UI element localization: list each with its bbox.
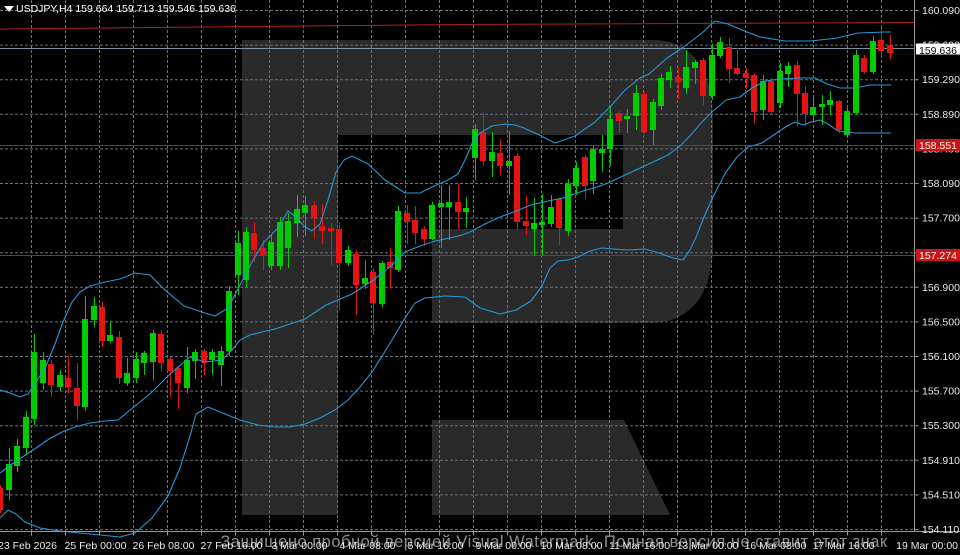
svg-text:156.100: 156.100 (922, 351, 960, 363)
svg-text:158.090: 158.090 (922, 178, 960, 190)
svg-text:157.274: 157.274 (919, 250, 957, 262)
svg-text:9 Mar 00:00: 9 Mar 00:00 (475, 540, 531, 552)
svg-text:10 Mar 08:00: 10 Mar 08:00 (541, 540, 603, 552)
svg-text:23 Feb 2026: 23 Feb 2026 (0, 540, 57, 552)
svg-text:155.700: 155.700 (922, 386, 960, 398)
svg-text:19 Mar 00:00: 19 Mar 00:00 (896, 540, 958, 552)
svg-text:17 Mar 16:00: 17 Mar 16:00 (813, 540, 875, 552)
svg-text:159.290: 159.290 (922, 74, 960, 86)
svg-text:25 Feb 00:00: 25 Feb 00:00 (65, 540, 127, 552)
svg-text:16 Mar 08:00: 16 Mar 08:00 (745, 540, 807, 552)
svg-text:156.500: 156.500 (922, 316, 960, 328)
svg-text:3 Mar 00:00: 3 Mar 00:00 (271, 540, 327, 552)
svg-text:158.890: 158.890 (922, 109, 960, 121)
svg-text:26 Feb 08:00: 26 Feb 08:00 (133, 540, 195, 552)
svg-text:Защищено пробной версией Visua: Защищено пробной версией Visual Watermar… (220, 533, 888, 551)
svg-text:5 Mar 16:00: 5 Mar 16:00 (407, 540, 463, 552)
svg-text:13 Mar 00:00: 13 Mar 00:00 (677, 540, 739, 552)
svg-text:157.700: 157.700 (922, 213, 960, 225)
svg-text:155.300: 155.300 (922, 420, 960, 432)
svg-text:159.636: 159.636 (919, 45, 957, 57)
svg-text:160.090: 160.090 (922, 5, 960, 17)
svg-text:4 Mar 08:00: 4 Mar 08:00 (339, 540, 395, 552)
svg-text:USDJPY,H4 159.664 159.713 159.: USDJPY,H4 159.664 159.713 159.546 159.63… (16, 3, 236, 15)
svg-text:27 Feb 16:00: 27 Feb 16:00 (201, 540, 263, 552)
svg-text:156.900: 156.900 (922, 282, 960, 294)
svg-text:11 Mar 16:00: 11 Mar 16:00 (609, 540, 670, 552)
svg-text:154.110: 154.110 (922, 524, 959, 536)
svg-text:154.510: 154.510 (922, 489, 960, 501)
svg-text:158.551: 158.551 (919, 140, 957, 152)
svg-text:154.910: 154.910 (922, 455, 960, 467)
